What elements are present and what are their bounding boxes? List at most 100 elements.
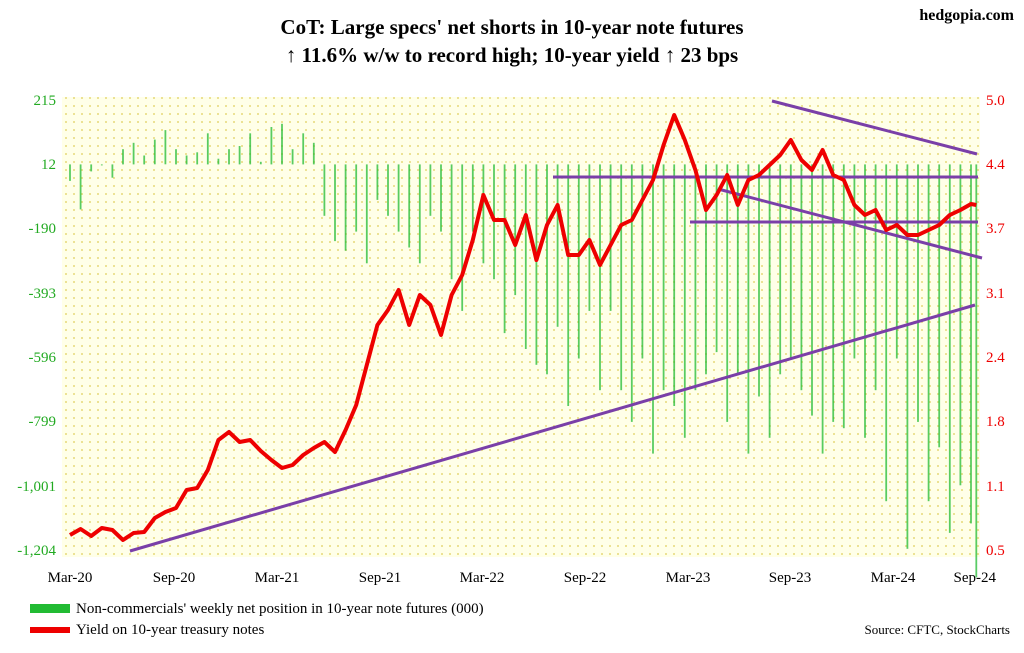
- net-position-bar: [143, 155, 146, 165]
- net-position-bar: [312, 142, 315, 165]
- net-position-bar: [864, 164, 866, 438]
- right-axis-tick-label: 0.5: [986, 543, 1005, 559]
- net-position-bar: [196, 152, 199, 165]
- net-position-bar: [577, 164, 580, 359]
- trendline-falling-mid: [717, 187, 983, 260]
- net-position-bar: [122, 149, 124, 165]
- net-position-bar: [259, 161, 262, 165]
- net-position-bar: [440, 164, 442, 232]
- net-position-bar: [153, 139, 156, 165]
- x-axis-tick-label: Mar-21: [255, 570, 300, 586]
- net-position-bar: [69, 164, 71, 181]
- net-position-bar: [768, 164, 771, 438]
- net-position-bar: [747, 164, 750, 454]
- net-position-bar: [249, 133, 252, 165]
- net-position-bar: [948, 164, 951, 533]
- net-position-bar: [344, 164, 347, 251]
- net-position-bar: [853, 164, 856, 359]
- net-position-bar: [811, 164, 813, 416]
- net-position-bar: [779, 164, 782, 375]
- x-axis-tick-label: Mar-20: [48, 570, 93, 586]
- net-position-bar: [938, 164, 941, 448]
- x-axis-labels: Mar-20 Sep-20 Mar-21 Sep-21 Mar-22 Sep-22 Mar-…: [48, 570, 997, 586]
- net-position-bar: [599, 164, 601, 391]
- net-position-bar: [355, 164, 358, 232]
- legend-swatch-bars: [30, 604, 70, 613]
- x-axis-tick-label: Sep-21: [359, 570, 402, 586]
- left-axis-tick-label: -190: [29, 221, 57, 237]
- net-position-bar: [323, 164, 326, 216]
- net-position-bar: [217, 158, 220, 165]
- right-axis-tick-label: 3.1: [986, 286, 1005, 302]
- net-position-bar: [975, 164, 978, 578]
- source-note: Source: CFTC, StockCharts: [864, 622, 1010, 637]
- left-axis-tick-label: 12: [41, 157, 56, 173]
- net-position-bar: [228, 149, 230, 165]
- net-position-bar: [609, 164, 612, 311]
- net-position-bar: [705, 164, 707, 375]
- net-position-bar: [789, 164, 792, 359]
- trendline-falling-top: [771, 99, 978, 156]
- net-position-bar: [694, 164, 697, 391]
- legend-label-line: Yield on 10-year treasury notes: [76, 622, 264, 638]
- net-position-bar: [334, 164, 336, 242]
- net-position-bar: [588, 164, 591, 311]
- net-position-bar: [970, 164, 972, 524]
- net-position-bar: [874, 164, 877, 391]
- right-axis-tick-label: 5.0: [986, 93, 1005, 109]
- x-axis-tick-label: Sep-23: [769, 570, 812, 586]
- right-axis-tick-label: 1.8: [986, 414, 1005, 430]
- net-position-bar: [164, 130, 167, 165]
- net-position-bar: [111, 164, 114, 178]
- plot-area: [62, 97, 980, 557]
- net-position-bar: [376, 164, 379, 200]
- x-axis-tick-label: Mar-23: [666, 570, 711, 586]
- net-position-bar: [100, 164, 103, 166]
- net-position-bar: [281, 123, 283, 165]
- net-position-bar: [291, 149, 294, 165]
- net-position-bar: [556, 164, 559, 327]
- legend-swatch-line: [30, 627, 70, 633]
- net-position-bar: [387, 164, 389, 216]
- net-position-bar: [567, 164, 570, 406]
- x-axis-tick-label: Mar-22: [460, 570, 505, 586]
- trendline-rising-support: [129, 303, 976, 553]
- net-position-bar: [450, 164, 453, 280]
- right-axis-tick-label: 4.4: [986, 157, 1005, 173]
- net-position-bar: [132, 142, 135, 165]
- net-position-bar: [365, 164, 368, 264]
- net-position-bar: [429, 164, 432, 216]
- net-position-bar: [758, 164, 760, 397]
- right-axis-tick-label: 2.4: [986, 350, 1005, 366]
- net-position-bar: [418, 164, 421, 264]
- left-axis-tick-label: -1,001: [17, 479, 56, 495]
- net-position-bar: [90, 164, 93, 172]
- net-position-bar: [641, 164, 644, 359]
- net-position-bar: [800, 164, 803, 391]
- net-position-bar: [503, 164, 506, 334]
- net-position-bar: [736, 164, 739, 375]
- left-axis-tick-label: -596: [29, 350, 57, 366]
- net-position-bar: [175, 149, 177, 165]
- net-position-bar: [471, 164, 474, 232]
- left-axis-labels: 215 12 -190 -393 -596 -799 -1,001 -1,204: [17, 93, 56, 559]
- trendlines-layer: [129, 99, 983, 553]
- net-position-bar: [461, 164, 464, 311]
- net-position-bar: [514, 164, 517, 296]
- net-position-bar: [821, 164, 824, 454]
- left-axis-tick-label: -393: [29, 286, 57, 302]
- plot-dot-pattern: [62, 97, 980, 557]
- net-position-bar: [535, 164, 538, 365]
- net-position-bar: [482, 164, 485, 264]
- left-axis-tick-label: -799: [29, 414, 57, 430]
- net-position-bar: [726, 164, 729, 422]
- chart-title-line2: ↑ 11.6% w/w to record high; 10-year yiel…: [286, 43, 738, 67]
- net-position-bar: [673, 164, 676, 406]
- net-position-bar: [620, 164, 623, 391]
- net-position-bar: [397, 164, 400, 232]
- net-position-bar: [959, 164, 962, 486]
- net-position-bar: [832, 164, 835, 422]
- net-position-bar: [715, 164, 718, 353]
- net-position-bar: [917, 164, 919, 422]
